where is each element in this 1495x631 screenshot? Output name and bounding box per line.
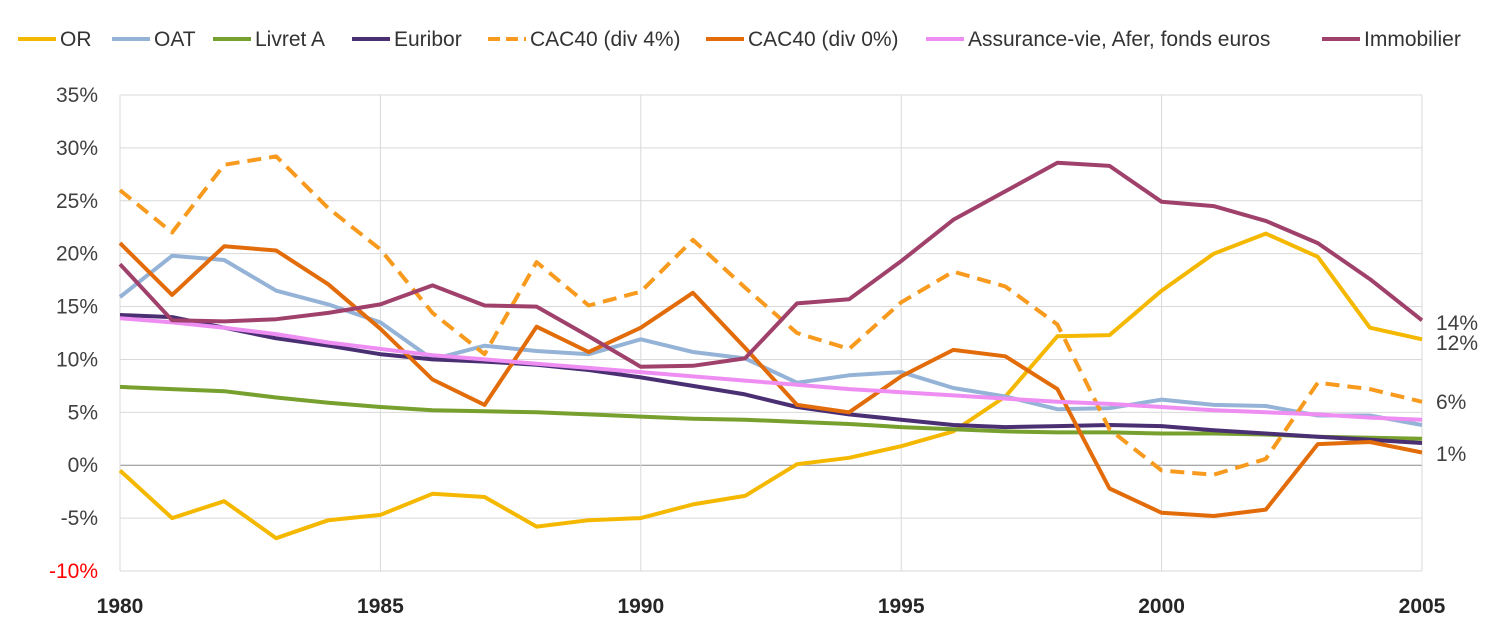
y-tick-label: 20% — [56, 243, 98, 266]
y-tick-label: 15% — [56, 296, 98, 319]
legend-item: OR — [18, 28, 92, 51]
legend-item: Immobilier — [1322, 28, 1461, 51]
legend-item: Euribor — [352, 28, 462, 51]
legend-item: Livret A — [213, 28, 325, 51]
series-line-assurance-vie-afer-fonds-euros — [119, 316, 1423, 422]
legend-label: CAC40 (div 4%) — [530, 28, 681, 51]
legend-label: Immobilier — [1364, 28, 1461, 51]
legend-label: OR — [60, 28, 92, 51]
y-tick-label: 35% — [56, 84, 98, 107]
annotation-label: 6% — [1436, 391, 1466, 414]
legend-item: CAC40 (div 0%) — [706, 28, 899, 51]
annotation-label: 1% — [1436, 443, 1466, 466]
y-axis: -10% -5% 0% 5% 10% 15% 20% 25% 30% 35% — [49, 84, 98, 583]
legend-label: Euribor — [394, 28, 462, 51]
legend-item: CAC40 (div 4%) — [488, 28, 681, 51]
x-tick-label: 2005 — [1399, 595, 1446, 618]
legend-item: OAT — [112, 28, 196, 51]
series-line-euribor — [119, 313, 1423, 445]
series-line-immobilier — [118, 160, 1424, 369]
series-line-cac40-div-0 — [118, 241, 1423, 518]
x-tick-label: 2000 — [1138, 595, 1185, 618]
y-tick-label: 25% — [56, 190, 98, 213]
legend-label: CAC40 (div 0%) — [748, 28, 899, 51]
y-tick-label: -5% — [61, 507, 98, 530]
annotation-label: 14% — [1436, 312, 1478, 335]
series-line-or — [118, 231, 1423, 541]
y-tick-label: 5% — [68, 401, 98, 424]
annotations: 14%12% 6% 1% — [1436, 312, 1478, 466]
x-tick-label: 1995 — [878, 595, 925, 618]
y-tick-label: 30% — [56, 137, 98, 160]
series-line-cac40-div-4 — [118, 154, 1423, 477]
legend: OR OAT Livret A Euribor CAC40 (div 4%) CAC40 … — [18, 28, 1461, 51]
legend-item: Assurance-vie, Afer, fonds euros — [926, 28, 1270, 51]
y-tick-label: -10% — [49, 560, 98, 583]
y-tick-label: 10% — [56, 348, 98, 371]
series-line-oat — [118, 253, 1423, 427]
annotation-label: 12% — [1436, 332, 1478, 355]
x-tick-label: 1985 — [357, 595, 404, 618]
x-tick-label: 1990 — [617, 595, 664, 618]
series-line-livret-a — [119, 384, 1423, 441]
series-group — [118, 154, 1424, 541]
x-tick-label: 1980 — [97, 595, 144, 618]
legend-label: OAT — [154, 28, 196, 51]
legend-label: Livret A — [255, 28, 325, 51]
x-axis: 1980 1985 1990 1995 2000 2005 — [97, 595, 1446, 618]
y-tick-label: 0% — [68, 454, 98, 477]
legend-label: Assurance-vie, Afer, fonds euros — [968, 28, 1270, 51]
